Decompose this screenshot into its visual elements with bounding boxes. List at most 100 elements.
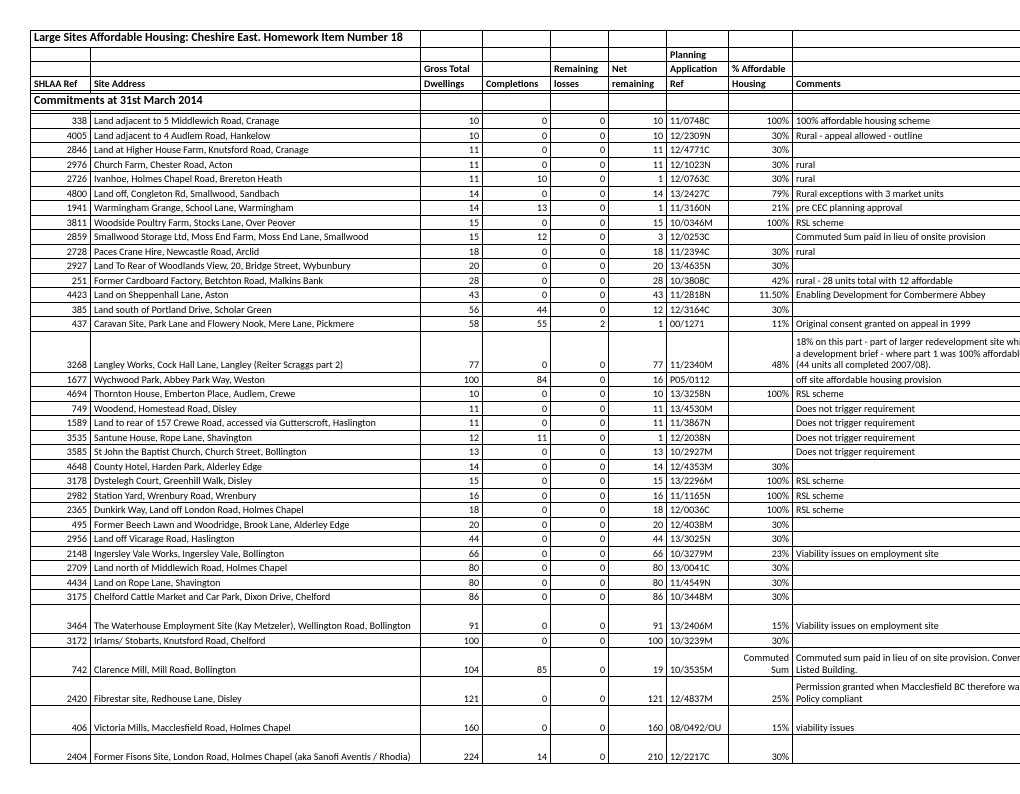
pct-affordable: 30% xyxy=(729,259,793,274)
col-net: Net xyxy=(609,62,667,77)
table-row: Gross TotalRemainingNetApplication% Affo… xyxy=(31,62,1020,77)
remaining-losses: 0 xyxy=(551,633,609,648)
planning-ref: 13/4530M xyxy=(667,401,729,416)
table-row: 251Former Cardboard Factory, Betchton Ro… xyxy=(31,273,1020,288)
planning-ref: 12/2309N xyxy=(667,128,729,143)
remaining-losses: 0 xyxy=(551,561,609,576)
table-row: 3178Dystelegh Court, Greenhill Walk, Dis… xyxy=(31,474,1020,489)
comments xyxy=(793,259,1020,274)
comments: off site affordable housing provision xyxy=(793,372,1020,387)
comments xyxy=(793,735,1020,764)
net-remaining: 1 xyxy=(609,430,667,445)
site-address: Land off Vicarage Road, Haslington xyxy=(91,532,421,547)
shlaa-ref: 3585 xyxy=(31,445,91,460)
pct-affordable: 21% xyxy=(729,201,793,216)
pct-affordable: 30% xyxy=(729,561,793,576)
shlaa-ref: 4423 xyxy=(31,288,91,303)
planning-ref: 08/0492/OU xyxy=(667,706,729,735)
shlaa-ref: 2726 xyxy=(31,172,91,187)
pct-affordable: 11% xyxy=(729,317,793,332)
shlaa-ref: 2709 xyxy=(31,561,91,576)
remaining-losses: 0 xyxy=(551,430,609,445)
site-address: Land To Rear of Woodlands View, 20, Brid… xyxy=(91,259,421,274)
site-address: St John the Baptist Church, Church Stree… xyxy=(91,445,421,460)
shlaa-ref: 1941 xyxy=(31,201,91,216)
remaining-losses: 0 xyxy=(551,186,609,201)
pct-affordable: 30% xyxy=(729,532,793,547)
comments xyxy=(793,302,1020,317)
table-row: 2420Fibrestar site, Redhouse Lane, Disle… xyxy=(31,677,1020,706)
gross-total: 12 xyxy=(421,430,483,445)
site-address: Victoria Mills, Macclesfield Road, Holme… xyxy=(91,706,421,735)
net-remaining: 210 xyxy=(609,735,667,764)
remaining-losses: 0 xyxy=(551,273,609,288)
comments: RSL scheme xyxy=(793,387,1020,402)
site-address: Land at Higher House Farm, Knutsford Roa… xyxy=(91,143,421,158)
completions: 0 xyxy=(483,633,551,648)
table-row: SHLAA RefSite AddressDwellingsCompletion… xyxy=(31,76,1020,91)
gross-total: 100 xyxy=(421,372,483,387)
pct-affordable: 42% xyxy=(729,273,793,288)
remaining-losses: 0 xyxy=(551,503,609,518)
comments: RSL scheme xyxy=(793,215,1020,230)
site-address: Land adjacent to 5 Middlewich Road, Cran… xyxy=(91,114,421,129)
gross-total: 15 xyxy=(421,474,483,489)
planning-ref: 10/0346M xyxy=(667,215,729,230)
net-remaining: 16 xyxy=(609,488,667,503)
shlaa-ref: 3464 xyxy=(31,604,91,633)
completions: 84 xyxy=(483,372,551,387)
table-row: 749Woodend, Homestead Road, Disley110011… xyxy=(31,401,1020,416)
table-row: 4005Land adjacent to 4 Audlem Road, Hank… xyxy=(31,128,1020,143)
gross-total: 86 xyxy=(421,590,483,605)
remaining-losses: 0 xyxy=(551,157,609,172)
shlaa-ref: 4800 xyxy=(31,186,91,201)
remaining-losses: 2 xyxy=(551,317,609,332)
net-remaining: 20 xyxy=(609,517,667,532)
comments: Rural exceptions with 3 market units xyxy=(793,186,1020,201)
table-row: 3535Santune House, Rope Lane, Shavington… xyxy=(31,430,1020,445)
table-row: Large Sites Affordable Housing: Cheshire… xyxy=(31,31,1020,48)
col-ref: Ref xyxy=(667,76,729,91)
pct-affordable: 100% xyxy=(729,387,793,402)
net-remaining: 11 xyxy=(609,416,667,431)
empty-cell xyxy=(551,94,609,111)
shlaa-ref: 1589 xyxy=(31,416,91,431)
shlaa-ref: 4648 xyxy=(31,459,91,474)
completions: 10 xyxy=(483,172,551,187)
pct-affordable xyxy=(729,416,793,431)
net-remaining: 121 xyxy=(609,677,667,706)
col-dwellings: Dwellings xyxy=(421,76,483,91)
pct-affordable: 30% xyxy=(729,244,793,259)
h xyxy=(729,47,793,62)
shlaa-ref: 749 xyxy=(31,401,91,416)
net-remaining: 13 xyxy=(609,445,667,460)
net-remaining: 16 xyxy=(609,372,667,387)
remaining-losses: 0 xyxy=(551,677,609,706)
table-row: 338Land adjacent to 5 Middlewich Road, C… xyxy=(31,114,1020,129)
gross-total: 11 xyxy=(421,157,483,172)
gross-total: 20 xyxy=(421,517,483,532)
planning-ref: 12/0253C xyxy=(667,230,729,245)
comments xyxy=(793,590,1020,605)
comments: Does not trigger requirement xyxy=(793,401,1020,416)
remaining-losses: 0 xyxy=(551,604,609,633)
net-remaining: 10 xyxy=(609,387,667,402)
comments: RSL scheme xyxy=(793,474,1020,489)
shlaa-ref: 2404 xyxy=(31,735,91,764)
site-address: County Hotel, Harden Park, Alderley Edge xyxy=(91,459,421,474)
completions: 0 xyxy=(483,517,551,532)
site-address: Santune House, Rope Lane, Shavington xyxy=(91,430,421,445)
shlaa-ref: 3175 xyxy=(31,590,91,605)
gross-total: 13 xyxy=(421,445,483,460)
gross-total: 91 xyxy=(421,604,483,633)
remaining-losses: 0 xyxy=(551,517,609,532)
comments xyxy=(793,517,1020,532)
remaining-losses: 0 xyxy=(551,532,609,547)
shlaa-ref: 406 xyxy=(31,706,91,735)
pct-affordable: 30% xyxy=(729,172,793,187)
gross-total: 121 xyxy=(421,677,483,706)
table-row: 2709Land north of Middlewich Road, Holme… xyxy=(31,561,1020,576)
col-remaining: Remaining xyxy=(551,62,609,77)
planning-ref: 13/4635N xyxy=(667,259,729,274)
gross-total: 11 xyxy=(421,172,483,187)
